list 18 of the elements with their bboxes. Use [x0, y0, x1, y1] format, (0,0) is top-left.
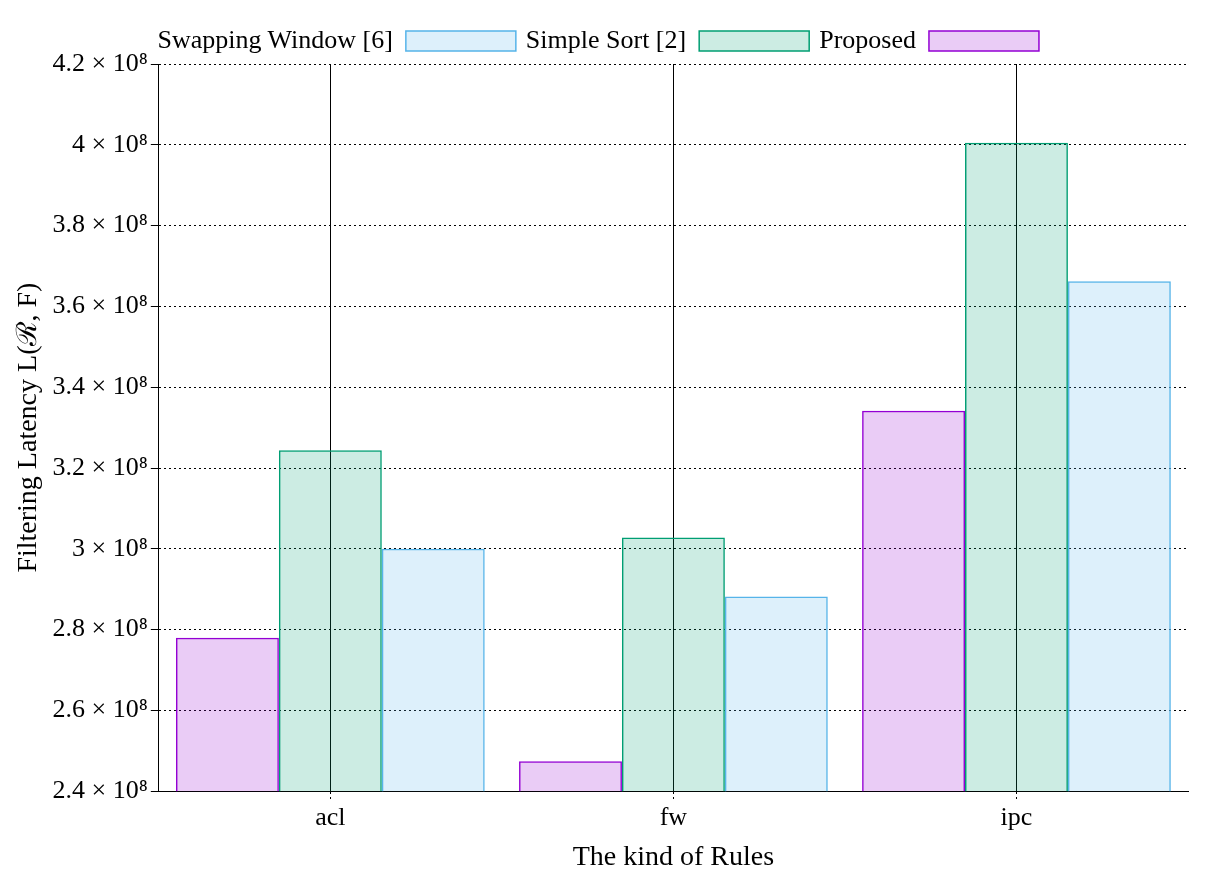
- y-tick-label: 4.2 × 10⁸: [52, 47, 148, 77]
- legend-label: Proposed: [819, 24, 916, 54]
- x-axis-title: The kind of Rules: [572, 839, 775, 871]
- y-tick-label: 3.4 × 10⁸: [52, 371, 148, 401]
- y-tick-label: 2.4 × 10⁸: [52, 775, 148, 805]
- x-tick-label: ipc: [1000, 801, 1033, 831]
- x-tick-label: acl: [315, 801, 346, 831]
- y-tick-label: 2.8 × 10⁸: [52, 613, 148, 643]
- x-tick-label: fw: [659, 801, 688, 831]
- y-tick-label: 2.6 × 10⁸: [52, 694, 148, 724]
- y-tick-label: 3.2 × 10⁸: [52, 451, 148, 481]
- legend-label: Swapping Window [6]: [157, 24, 393, 54]
- y-tick-label: 3.8 × 10⁸: [52, 209, 148, 239]
- y-tick-label: 3 × 10⁸: [72, 532, 148, 562]
- y-tick-label: 4 × 10⁸: [72, 128, 148, 158]
- y-tick-label: 3.6 × 10⁸: [52, 290, 148, 320]
- y-axis-title: Filtering Latency L(ℛ, F): [11, 282, 43, 573]
- legend-label: Simple Sort [2]: [525, 24, 687, 54]
